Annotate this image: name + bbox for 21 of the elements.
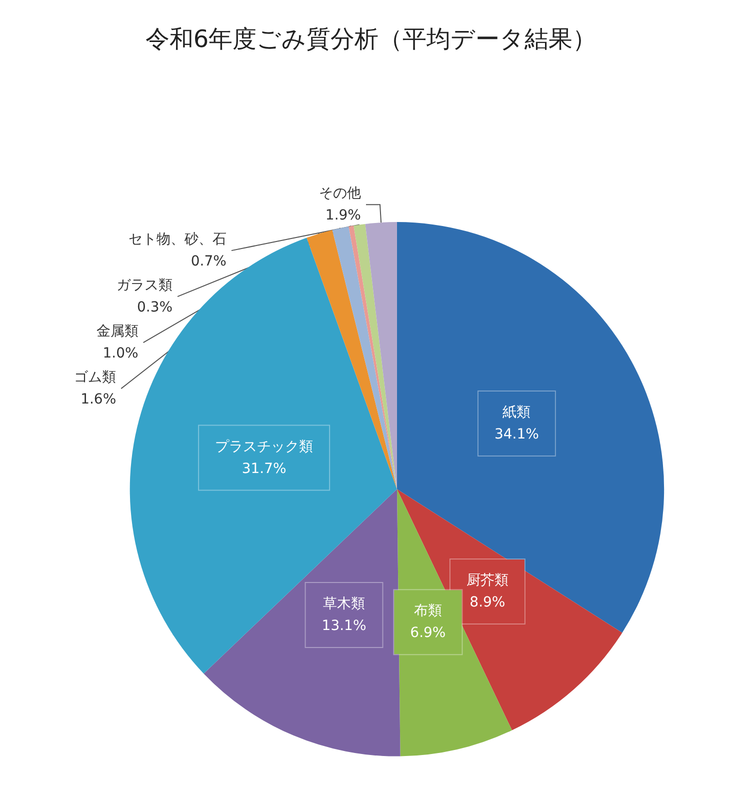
slice-label: 布類	[414, 603, 442, 620]
data-label: 0.3%	[136, 300, 173, 316]
slice-label: 草木類	[323, 596, 366, 612]
slice-label: その他	[318, 186, 361, 202]
data-label: 1.0%	[102, 346, 138, 362]
data-label: 0.7%	[190, 254, 226, 270]
data-label: 1.9%	[325, 208, 361, 224]
slice-label: プラスチック類	[215, 438, 314, 455]
slice-label: 紙類	[502, 404, 531, 421]
data-label: 8.9%	[470, 594, 506, 610]
slice-label: 厨芥類	[466, 572, 508, 588]
chart-title: 令和6年度ごみ質分析（平均データ結果）	[145, 25, 597, 53]
slice-label: 金属類	[96, 324, 138, 340]
data-label: 1.6%	[80, 392, 116, 408]
data-label: 6.9%	[410, 625, 446, 642]
slice-label: ゴム類	[74, 370, 116, 386]
data-label: 31.7%	[242, 460, 286, 477]
data-label: 34.1%	[494, 426, 539, 443]
slice-label: ガラス類	[116, 278, 173, 294]
data-label: 13.1%	[322, 618, 366, 634]
slice-label: セト物、砂、石	[128, 232, 226, 248]
